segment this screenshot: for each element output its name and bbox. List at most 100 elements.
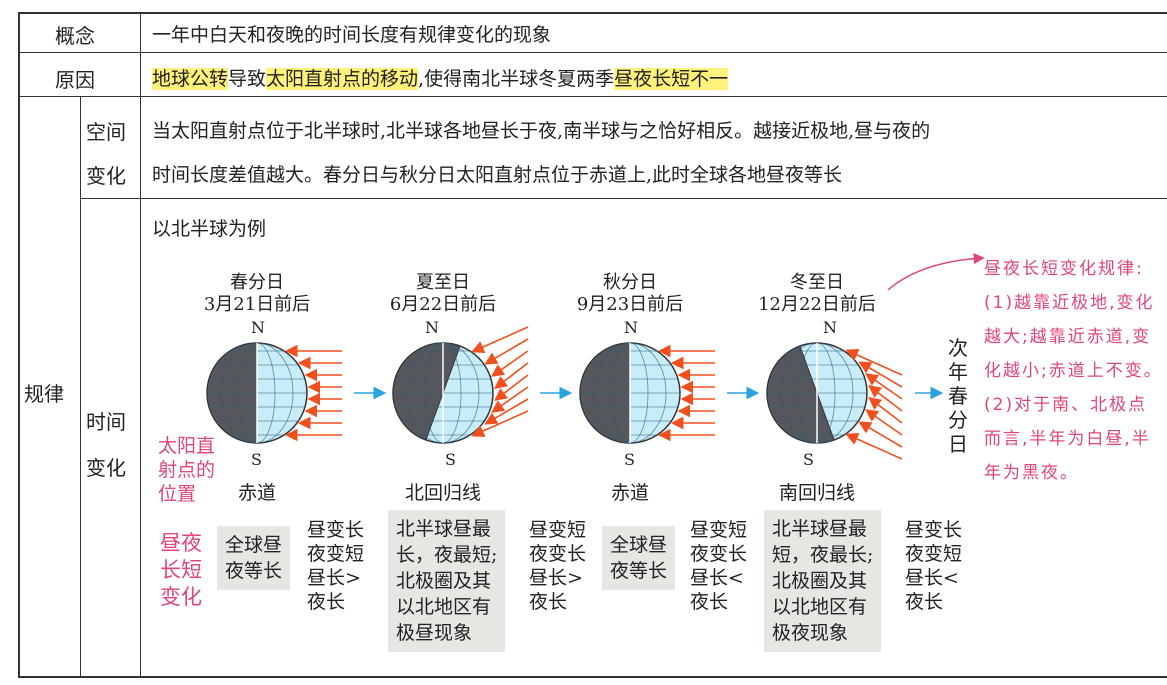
globe-name: 春分日 (230, 272, 284, 293)
text: 变化 (160, 585, 202, 609)
sun-ray (471, 326, 529, 353)
next-spring-label: 次 年 春 分 日 (948, 336, 968, 456)
box-line: 短，夜最长; (772, 544, 874, 566)
text: 导致 (228, 68, 267, 90)
change-line: 夜长 (307, 591, 346, 613)
concept-label: 概念 (55, 24, 95, 48)
law-label: 规律 (24, 382, 64, 406)
daylength-change: 昼变长 夜变短 昼长> 夜长 (307, 518, 364, 614)
globe-date: 3月21日前后 (203, 294, 311, 315)
daylength-box: 北半球昼最 短，夜最长; 北极圈及其 以北地区有 极夜现象 (764, 510, 882, 652)
space-text: 时间长度差值越大。春分日与秋分日太阳直射点位于赤道上,此时全球各地昼夜等长 (152, 164, 843, 186)
box-line: 长，夜最短; (396, 544, 498, 566)
change-line: 昼变短 (529, 519, 587, 541)
sun-position-label: 太阳直 射点的 位置 (158, 434, 215, 506)
space-label: 空间 (86, 120, 126, 144)
text: 次 (948, 336, 968, 360)
box-line: 全球昼 (225, 534, 283, 556)
north-pole-label: N (624, 318, 638, 337)
sun-ray (845, 433, 903, 460)
globe-name: 秋分日 (603, 272, 657, 293)
change-line: 昼变长 (307, 519, 365, 541)
sun-ray (494, 374, 529, 401)
highlight: 地球公转 (152, 68, 229, 90)
time-label: 时间 (86, 410, 126, 434)
cause-label: 原因 (55, 68, 95, 92)
change-line: 夜变长 (529, 543, 587, 565)
sun-ray (494, 362, 529, 389)
sun-position: 北回归线 (404, 482, 481, 504)
change-line: 夜变短 (307, 543, 365, 565)
sun-ray (868, 397, 903, 424)
col-divider (80, 96, 81, 678)
box-line: 北半球昼最 (396, 518, 492, 540)
row-divider (18, 96, 1167, 97)
example-label: 以北半球为例 (152, 218, 267, 240)
change-line: 昼长> (307, 567, 361, 589)
south-pole-label: S (624, 450, 635, 469)
text: ,使得南北半球冬夏两季 (418, 68, 615, 90)
highlight: 昼夜长短不一 (614, 68, 729, 90)
text: 长短 (160, 558, 202, 582)
handwritten-note: 昼夜长短变化规律:(1)越靠近极地,变化越大;越靠近赤道,变化越小;赤道上不变。… (984, 259, 1163, 483)
globe-name: 夏至日 (416, 272, 470, 293)
sun-position: 赤道 (237, 482, 276, 504)
sun-ray (491, 386, 529, 413)
table-border-left (18, 12, 20, 678)
sun-ray (865, 373, 903, 400)
globe-date: 9月23日前后 (576, 294, 684, 315)
change-line: 夜变长 (690, 543, 748, 565)
sun-ray (845, 349, 903, 376)
text: 春 (948, 384, 968, 408)
cause-text: 地球公转导致太阳直射点的移动,使得南北半球冬夏两季昼夜长短不一 (152, 64, 729, 91)
table-border-bottom (18, 676, 1167, 678)
daylength-box: 全球昼 夜等长 (217, 526, 291, 590)
daylength-box: 全球昼 夜等长 (602, 526, 676, 590)
sun-position: 赤道 (610, 482, 649, 504)
box-line: 北极圈及其 (396, 570, 492, 592)
row-divider (18, 52, 1167, 53)
box-line: 全球昼 (610, 534, 668, 556)
south-pole-label: S (803, 450, 814, 469)
space-label: 变化 (86, 164, 126, 188)
daylength-label: 昼夜 长短 变化 (160, 530, 202, 611)
north-pole-label: N (425, 318, 439, 337)
box-line: 极昼现象 (396, 622, 473, 644)
change-line: 夜长 (905, 591, 944, 613)
box-line: 夜等长 (225, 560, 283, 582)
sun-position: 南回归线 (778, 482, 855, 504)
box-line: 以北地区有 (396, 596, 492, 618)
change-line: 夜变短 (905, 543, 963, 565)
box-line: 夜等长 (610, 560, 668, 582)
box-line: 北半球昼最 (772, 518, 868, 540)
sun-ray (491, 350, 529, 377)
change-line: 昼长> (529, 567, 583, 589)
daylength-change: 昼变短 夜变长 昼长> 夜长 (529, 518, 586, 614)
text: 位置 (158, 483, 197, 505)
sun-ray (471, 410, 529, 437)
daylength-change: 昼变长 夜变短 昼长< 夜长 (905, 518, 962, 614)
sun-ray (858, 361, 903, 388)
text: 日 (948, 432, 968, 456)
sun-ray (484, 338, 529, 365)
table-border-top (18, 12, 1167, 14)
change-line: 夜长 (690, 591, 729, 613)
change-line: 夜长 (529, 591, 568, 613)
sun-ray (858, 421, 903, 448)
north-pole-label: N (251, 318, 265, 337)
south-pole-label: S (251, 450, 262, 469)
sun-ray (868, 385, 903, 412)
row-divider (80, 198, 1167, 199)
north-pole-label: N (823, 318, 837, 337)
globe-name: 冬至日 (790, 272, 844, 293)
concept-text: 一年中白天和夜晚的时间长度有规律变化的现象 (152, 24, 552, 46)
annotation-arrow (887, 252, 985, 291)
space-text: 当太阳直射点位于北半球时,北半球各地昼长于夜,南半球与之恰好相反。越接近极地,昼… (152, 120, 931, 142)
south-pole-label: S (445, 450, 456, 469)
highlight: 太阳直射点的移动 (266, 68, 419, 90)
text: 太阳直 (158, 435, 216, 457)
text: 射点的 (158, 459, 216, 481)
globe-date: 6月22日前后 (389, 294, 497, 315)
